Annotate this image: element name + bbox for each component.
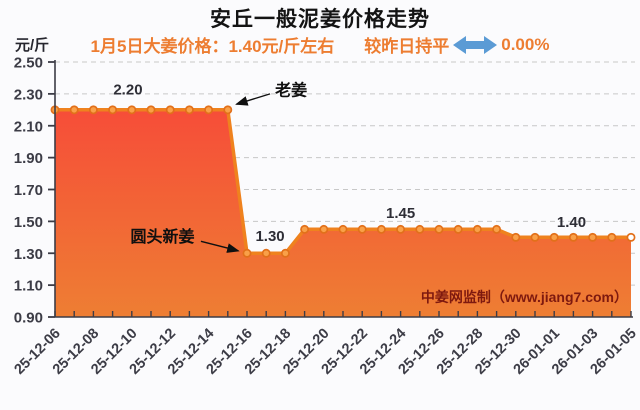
- series-label-annotation: 老姜: [274, 80, 307, 99]
- data-point-marker: [319, 224, 329, 234]
- subtitle-row: 1月5日大姜价格：1.40元/斤左右 较昨日持平 0.00%: [0, 32, 640, 57]
- data-point-marker: [280, 248, 290, 258]
- data-point-marker: [300, 224, 310, 234]
- price-value-annotation: 1.30: [255, 228, 284, 245]
- data-point-marker: [146, 105, 156, 115]
- y-tick-label: 1.50: [14, 214, 43, 231]
- data-point-markers: [50, 105, 636, 258]
- data-point-marker: [69, 105, 79, 115]
- data-point-marker: [242, 248, 252, 258]
- page-title: 安丘一般泥姜价格走势: [210, 8, 430, 31]
- change-status-text: 较昨日持平: [364, 37, 450, 56]
- data-point-marker: [492, 224, 502, 234]
- x-axis-labels: 25-12-0625-12-0825-12-1025-12-1225-12-14…: [11, 326, 639, 378]
- data-point-marker: [415, 224, 425, 234]
- y-axis-labels: 0.90 1.10 1.30 1.50 1.70 1.90 2.10 2.30 2.50: [14, 55, 55, 327]
- y-tick-label: 2.10: [14, 118, 43, 135]
- y-tick-label: 1.90: [14, 150, 43, 167]
- change-percent-text: 0.00%: [501, 34, 550, 54]
- price-area-fill: [55, 109, 631, 317]
- current-price-text: 1月5日大姜价格：1.40元/斤左右: [90, 37, 335, 56]
- annotation-arrow: [200, 240, 240, 253]
- data-point-marker: [376, 224, 386, 234]
- data-point-marker: [204, 105, 214, 115]
- y-tick-label: 2.50: [14, 55, 43, 72]
- data-point-marker: [530, 232, 540, 242]
- data-point-marker: [472, 224, 482, 234]
- watermark-text: 中姜网监制（www.jiang7.com）: [420, 289, 628, 305]
- data-point-marker: [108, 105, 118, 115]
- data-point-marker: [396, 224, 406, 234]
- price-value-annotation: 2.20: [113, 82, 142, 99]
- y-axis-unit-label: 元/斤: [15, 37, 50, 54]
- data-point-marker: [338, 224, 348, 234]
- data-point-marker: [88, 105, 98, 115]
- data-point-marker: [184, 105, 194, 115]
- data-point-marker: [261, 248, 271, 258]
- data-point-marker: [127, 105, 137, 115]
- y-tick-label: 2.30: [14, 86, 43, 103]
- price-value-annotation: 1.40: [557, 214, 586, 231]
- data-point-marker: [453, 224, 463, 234]
- y-tick-label: 0.90: [14, 310, 43, 327]
- price-value-annotation: 1.45: [386, 205, 415, 222]
- annotation-arrow: [235, 93, 271, 106]
- data-point-marker: [607, 232, 617, 242]
- data-point-marker: [588, 232, 598, 242]
- data-point-marker: [223, 105, 233, 115]
- flat-double-arrow-icon: [453, 35, 498, 54]
- y-tick-label: 1.70: [14, 182, 43, 199]
- data-point-marker: [549, 232, 559, 242]
- data-point-marker: [511, 232, 521, 242]
- axes: [54, 60, 633, 318]
- data-point-marker: [434, 224, 444, 234]
- data-point-marker: [357, 224, 367, 234]
- data-point-marker: [165, 105, 175, 115]
- latest-data-point-marker: [626, 232, 636, 242]
- y-tick-label: 1.30: [14, 246, 43, 263]
- y-tick-label: 1.10: [14, 278, 43, 295]
- series-label-annotation: 圆头新姜: [131, 227, 195, 246]
- data-point-marker: [568, 232, 578, 242]
